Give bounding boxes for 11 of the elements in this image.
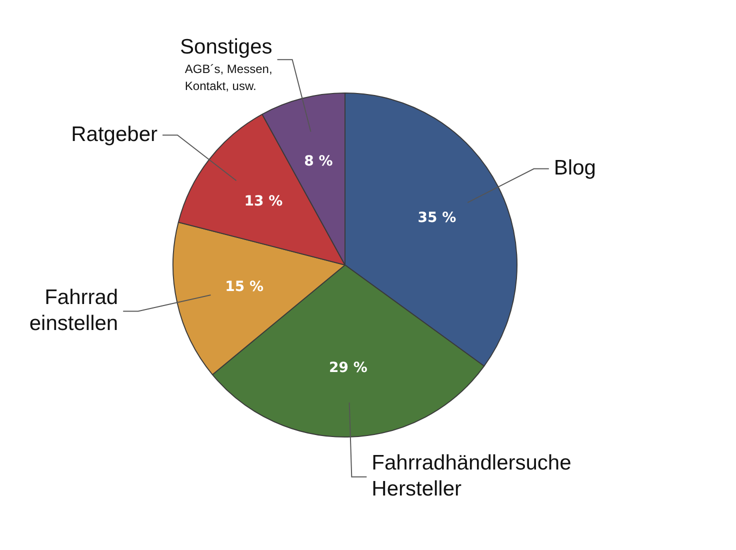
data-label: 15 %	[225, 279, 264, 296]
data-label: 29 %	[329, 360, 368, 376]
data-label: 13 %	[244, 193, 283, 210]
slice-label: Fahrrad einstellen	[29, 286, 118, 336]
text: AGB´s, Messen, Kontakt, usw.	[184, 62, 272, 93]
data-label: 8 %	[304, 153, 333, 170]
slice-label: Blog	[554, 156, 596, 180]
slice-label: Ratgeber	[71, 122, 158, 146]
slice-label: Sonstiges	[180, 35, 272, 58]
data-label: 35 %	[418, 210, 456, 226]
slice-label: Fahrradhändlersuche Hersteller	[372, 452, 572, 501]
